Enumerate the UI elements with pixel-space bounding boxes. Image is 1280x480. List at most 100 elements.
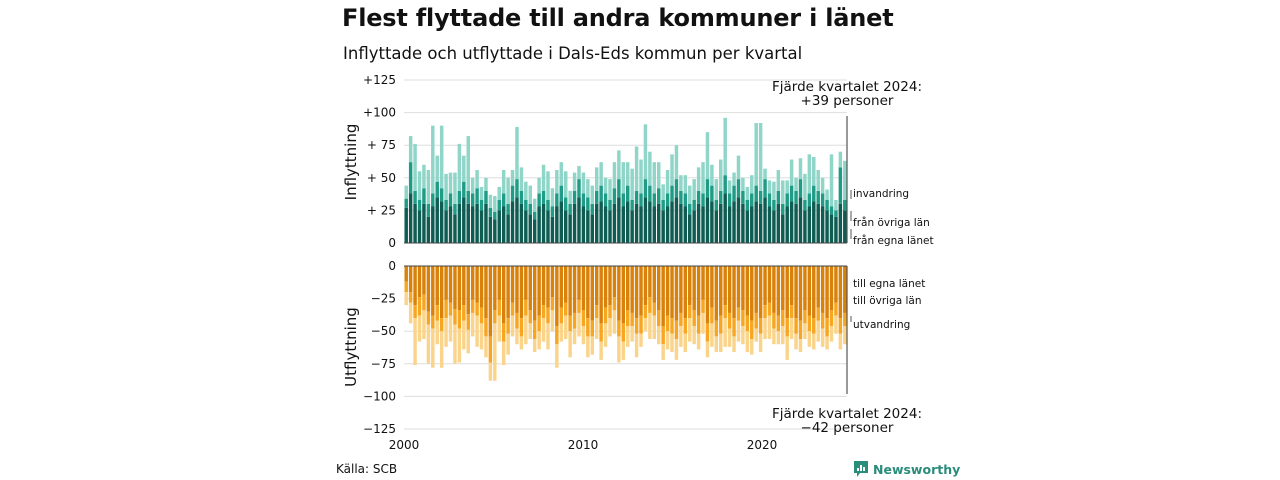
bar-inflow-egna-lanet <box>710 201 714 243</box>
bar-outflow-egna-lanet <box>475 266 479 303</box>
bar-inflow-ovriga-lan <box>408 162 413 194</box>
bar-outflow-egna-lanet <box>484 266 488 319</box>
bar-outflow-egna-lanet <box>444 266 448 300</box>
bar-inflow-utland <box>510 169 515 186</box>
bar-outflow-egna-lanet <box>710 266 714 308</box>
bar-outflow-ovriga-lan <box>701 299 705 313</box>
bar-outflow-ovriga-lan <box>515 312 519 329</box>
bar-inflow-egna-lanet <box>621 206 626 243</box>
x-tick-label: 2000 <box>389 438 420 452</box>
bar-inflow-egna-lanet <box>510 201 515 243</box>
bar-outflow-ovriga-lan <box>843 312 847 326</box>
bar-inflow-ovriga-lan <box>431 193 435 207</box>
bar-inflow-ovriga-lan <box>603 193 608 207</box>
bar-outflow-ovriga-lan <box>763 305 767 319</box>
bar-outflow-egna-lanet <box>754 266 758 313</box>
bar-inflow-utland <box>838 151 843 168</box>
bar-inflow-egna-lanet <box>599 201 603 243</box>
bar-outflow-utland <box>639 333 643 347</box>
bar-outflow-utland <box>665 331 670 350</box>
bar-inflow-utland <box>621 162 626 194</box>
bar-outflow-egna-lanet <box>825 266 829 319</box>
bar-outflow-egna-lanet <box>670 266 674 319</box>
bar-inflow-egna-lanet <box>608 210 612 243</box>
bar-inflow-utland <box>723 117 727 176</box>
bar-inflow-egna-lanet <box>448 206 453 243</box>
bar-inflow-egna-lanet <box>794 203 798 243</box>
bar-outflow-egna-lanet <box>501 266 506 324</box>
y-tick-label-outflow: −100 <box>363 389 396 403</box>
bar-inflow-ovriga-lan <box>625 185 630 202</box>
y-tick-label-inflow: + 50 <box>367 171 396 185</box>
bar-inflow-utland <box>590 185 595 204</box>
bar-inflow-egna-lanet <box>617 197 621 243</box>
bar-outflow-egna-lanet <box>679 266 683 313</box>
bar-inflow-ovriga-lan <box>736 179 741 198</box>
bar-outflow-ovriga-lan <box>417 297 422 316</box>
bar-outflow-egna-lanet <box>404 266 408 282</box>
bar-outflow-ovriga-lan <box>754 312 758 329</box>
bar-outflow-egna-lanet <box>750 266 754 321</box>
bar-inflow-utland <box>772 181 776 200</box>
bar-inflow-ovriga-lan <box>506 203 510 215</box>
bar-inflow-utland <box>493 196 497 212</box>
bar-outflow-utland <box>807 331 812 347</box>
bar-inflow-egna-lanet <box>750 206 754 243</box>
bar-outflow-egna-lanet <box>555 266 559 326</box>
bar-inflow-egna-lanet <box>781 214 785 243</box>
bar-outflow-utland <box>772 328 776 345</box>
bar-outflow-ovriga-lan <box>590 320 595 337</box>
bar-outflow-ovriga-lan <box>603 307 608 324</box>
bar-outflow-utland <box>794 333 798 350</box>
bar-outflow-utland <box>754 328 758 342</box>
y-tick-label-inflow: + 75 <box>367 138 396 152</box>
bar-inflow-ovriga-lan <box>519 190 524 204</box>
bar-inflow-egna-lanet <box>803 210 807 243</box>
bar-inflow-utland <box>563 171 568 198</box>
bar-outflow-ovriga-lan <box>559 307 563 324</box>
bar-outflow-ovriga-lan <box>732 318 736 337</box>
bar-inflow-utland <box>506 177 510 204</box>
bar-inflow-utland <box>431 125 435 194</box>
bar-outflow-ovriga-lan <box>838 318 843 334</box>
bar-outflow-ovriga-lan <box>714 320 719 337</box>
bar-outflow-utland <box>519 336 524 350</box>
bar-outflow-egna-lanet <box>639 266 643 316</box>
bar-outflow-ovriga-lan <box>741 310 745 326</box>
bar-outflow-ovriga-lan <box>812 318 816 334</box>
bar-outflow-egna-lanet <box>683 266 688 319</box>
bar-inflow-egna-lanet <box>834 216 838 243</box>
bar-outflow-egna-lanet <box>714 266 719 321</box>
bar-outflow-utland <box>838 333 843 350</box>
bar-inflow-egna-lanet <box>422 203 426 243</box>
bar-inflow-utland <box>466 136 470 191</box>
bar-outflow-utland <box>546 323 550 350</box>
bar-outflow-ovriga-lan <box>803 310 807 324</box>
bar-inflow-ovriga-lan <box>541 190 546 204</box>
bar-inflow-egna-lanet <box>758 203 763 243</box>
bar-outflow-utland <box>404 292 408 306</box>
bar-outflow-ovriga-lan <box>519 318 524 337</box>
bar-inflow-ovriga-lan <box>590 203 595 215</box>
bar-inflow-egna-lanet <box>408 193 413 243</box>
bar-inflow-utland <box>785 180 789 194</box>
bar-inflow-egna-lanet <box>413 203 417 243</box>
bar-outflow-egna-lanet <box>550 266 555 298</box>
bar-outflow-utland <box>594 318 599 340</box>
bar-inflow-egna-lanet <box>816 203 820 243</box>
bar-outflow-egna-lanet <box>599 266 603 324</box>
bar-inflow-egna-lanet <box>568 214 572 243</box>
bar-outflow-ovriga-lan <box>789 305 794 319</box>
y-tick-label-inflow: +100 <box>363 106 396 120</box>
bar-outflow-utland <box>781 325 785 345</box>
bar-outflow-ovriga-lan <box>479 307 484 324</box>
bar-outflow-ovriga-lan <box>710 307 714 324</box>
bar-outflow-ovriga-lan <box>767 302 772 316</box>
bar-outflow-utland <box>705 341 710 358</box>
bar-outflow-utland <box>776 331 781 345</box>
bar-inflow-utland <box>745 186 750 200</box>
bar-inflow-utland <box>732 172 736 186</box>
annotation-outflow-line2: −42 personer <box>801 420 894 436</box>
bar-inflow-egna-lanet <box>723 193 727 243</box>
bar-inflow-utland <box>670 154 674 186</box>
